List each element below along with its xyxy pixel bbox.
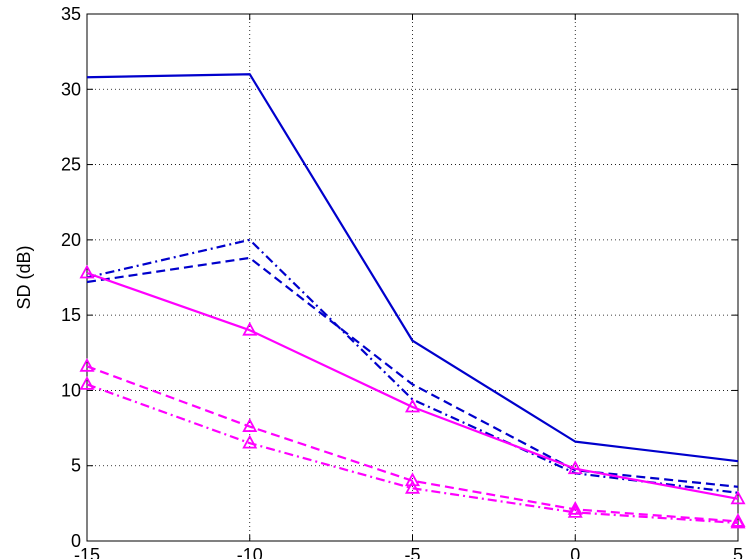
series-line-1: [86, 73, 739, 463]
plot-frame: [86, 13, 739, 542]
series-5-point: [79, 357, 95, 372]
series-line-6: [86, 383, 739, 525]
series-6-point: [404, 479, 421, 494]
y-axis-label: SD (dB): [14, 245, 34, 309]
series-4-point: [79, 264, 95, 279]
axis-ticks: -15 -10 -5 0 5 0 5 10 15 20 25 30 35: [61, 4, 743, 559]
series-6-point: [730, 514, 746, 529]
series-5-point: [404, 472, 421, 487]
x-tick-label: 0: [570, 545, 580, 559]
series-line-2: [86, 256, 739, 488]
series-6-point: [79, 376, 95, 390]
series-6-point: [567, 504, 583, 518]
series-5-point: [242, 418, 258, 432]
x-tick-label: -15: [74, 545, 100, 559]
series-4-point: [567, 460, 583, 475]
series-group: [79, 73, 746, 529]
series-6-point: [242, 434, 258, 449]
x-tick-label: -5: [404, 545, 420, 559]
x-tick-label: 5: [733, 545, 743, 559]
y-tick-label: 30: [61, 79, 81, 99]
grid-lines: [87, 14, 738, 541]
y-tick-label: 25: [61, 155, 81, 175]
y-tick-label: 5: [71, 456, 81, 476]
y-tick-label: 20: [61, 230, 81, 250]
y-tick-label: 15: [61, 305, 81, 325]
series-line-4: [86, 271, 739, 500]
series-4-point: [242, 321, 258, 336]
series-4-point: [730, 490, 746, 505]
x-tick-label: -10: [237, 545, 263, 559]
series-line-5: [86, 365, 739, 523]
y-tick-label: 10: [61, 380, 81, 400]
series-5-point: [567, 501, 583, 515]
y-tick-label: 35: [61, 4, 81, 24]
series-4-point: [404, 398, 421, 413]
y-tick-label: 0: [71, 531, 81, 551]
